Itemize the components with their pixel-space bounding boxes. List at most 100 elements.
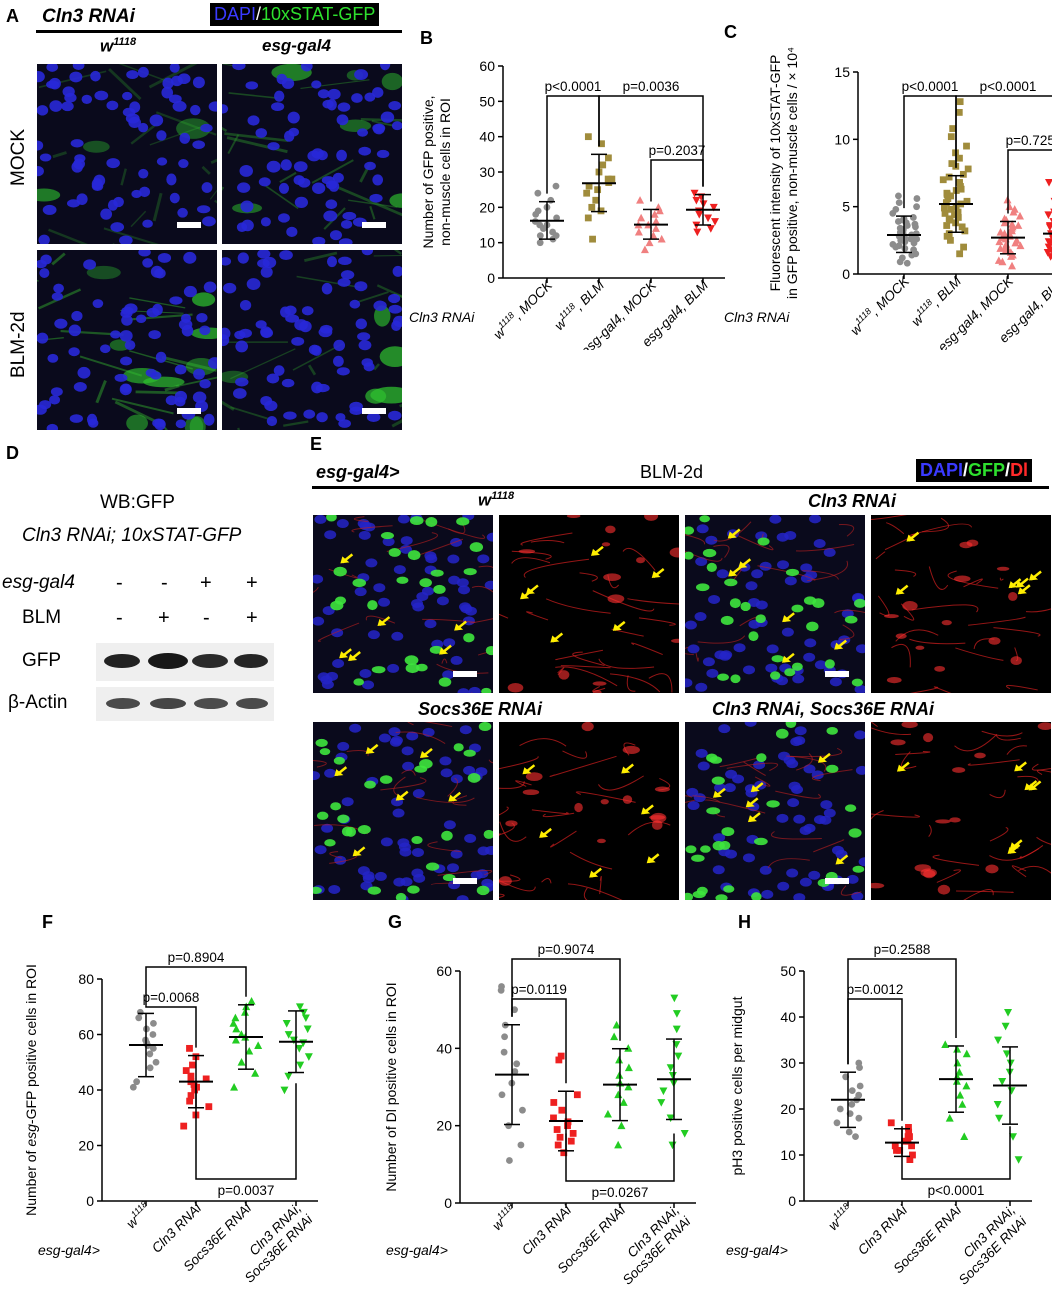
chart-f: 0 20 40 60 80 Number of esg-GFP positive cell… [23, 950, 318, 1286]
x-tick-label: w1118 [488, 1201, 520, 1233]
data-point [296, 1061, 305, 1070]
data-point [993, 1101, 1002, 1109]
p-value-label: p<0.0001 [980, 79, 1037, 94]
data-point [617, 1121, 626, 1130]
p-value-label: p<0.0001 [928, 1183, 985, 1198]
data-point [284, 1031, 293, 1039]
y-tick-label: 60 [479, 58, 495, 74]
data-group [690, 189, 720, 237]
data-point [583, 189, 591, 197]
data-point [604, 175, 612, 183]
data-point [943, 232, 951, 240]
y-axis-label: non-muscle cells in ROI [437, 98, 453, 246]
data-point [899, 230, 907, 238]
chart-b: 0 10 20 30 40 50 60 Number of GFP positive, non-… [409, 58, 725, 350]
data-point [833, 1119, 841, 1127]
wb-blm-sign-3: - [203, 607, 210, 629]
data-point [1008, 222, 1017, 231]
panel-letter-e: E [310, 434, 323, 454]
panel-e-condition: BLM-2d [640, 462, 704, 482]
data-point [1004, 1009, 1013, 1017]
wb-genotype: Cln3 RNAi; 10xSTAT-GFP [22, 525, 242, 546]
data-point [956, 179, 963, 186]
data-point [657, 234, 666, 243]
x-tick-label: w1118 [824, 1201, 856, 1233]
data-point [615, 1055, 624, 1064]
significance-bracket [546, 95, 600, 194]
legend-separator: / [256, 4, 262, 24]
data-point [941, 1040, 950, 1048]
panel-letter-f: F [42, 912, 53, 932]
data-point [1007, 1087, 1016, 1095]
data-point [947, 133, 955, 141]
data-point [550, 1114, 557, 1122]
panel-e-genotype-w1118: w1118 [478, 490, 515, 510]
data-point [947, 205, 955, 213]
data-point [996, 244, 1005, 252]
data-point [567, 1137, 575, 1145]
data-point [129, 1083, 137, 1091]
data-point [996, 228, 1005, 236]
significance-bracket [511, 998, 567, 1084]
data-point [908, 251, 916, 259]
data-point [947, 236, 954, 244]
data-point [552, 182, 560, 190]
data-point [231, 1013, 240, 1022]
data-point [536, 239, 544, 247]
data-point [557, 1052, 565, 1060]
data-point [904, 1137, 912, 1145]
data-point [706, 225, 715, 233]
data-point [501, 1033, 508, 1041]
data-point [894, 218, 902, 225]
data-point [942, 199, 950, 207]
data-point [604, 154, 612, 162]
data-point [695, 211, 704, 219]
data-point [948, 160, 956, 167]
data-point [182, 1067, 190, 1074]
data-point [1046, 253, 1052, 261]
data-point [855, 1114, 863, 1122]
data-point [650, 210, 659, 218]
p-value-label: p=0.0036 [623, 79, 680, 94]
data-point [619, 1098, 628, 1106]
data-point [547, 196, 555, 204]
data-point [964, 165, 972, 173]
micrograph-e-w1118-merge [313, 515, 493, 693]
data-point [692, 196, 701, 205]
data-point [889, 240, 897, 248]
data-point [911, 220, 919, 228]
panel-a-title: Cln3 RNAi [42, 6, 135, 27]
wb-label: WB:GFP [100, 492, 175, 513]
panel-a-col-esg: esg-gal4 [262, 36, 331, 55]
data-group [531, 182, 560, 247]
data-point [1008, 250, 1017, 259]
data-point [943, 222, 951, 229]
data-point [852, 1133, 859, 1140]
data-point [704, 214, 713, 223]
data-point [1043, 249, 1052, 257]
y-tick-label: 40 [436, 1040, 452, 1056]
data-point [608, 175, 616, 183]
data-point [848, 1087, 856, 1094]
data-point [961, 227, 969, 235]
chart-g: 0 20 40 60 Number of Dl positive cells in RO… [383, 942, 696, 1288]
significance-bracket [1007, 149, 1052, 214]
data-point [645, 238, 654, 247]
data-point [558, 1106, 566, 1114]
p-value-label: p=0.0267 [592, 1185, 649, 1200]
x-tick-label: w1118 [122, 1199, 154, 1231]
data-point [498, 1091, 506, 1099]
data-point [893, 1147, 900, 1154]
data-point [1008, 1133, 1017, 1141]
data-point [554, 1141, 562, 1149]
data-point [569, 1130, 577, 1137]
micrograph-w1118-blm [37, 250, 217, 430]
data-point [651, 224, 660, 232]
micrograph-e-double-dl [871, 722, 1051, 900]
p-value-label: p=0.0119 [511, 982, 567, 997]
data-point [855, 1091, 863, 1099]
micrograph-e-w1118-dl [499, 515, 679, 693]
row-label: esg-gal4> [38, 1242, 100, 1258]
p-value-label: p=0.0037 [218, 1183, 275, 1198]
data-group [497, 983, 526, 1164]
